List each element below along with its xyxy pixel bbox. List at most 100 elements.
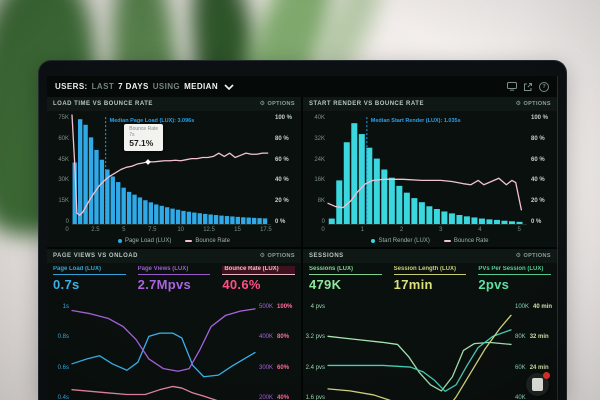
share-icon[interactable] (523, 82, 533, 92)
legend-item[interactable]: Page Load (LUX) (117, 238, 171, 244)
median-annotation: Median Start Render (LUX): 1.035s (370, 118, 461, 125)
axis-tick: 5 (517, 227, 521, 233)
metric-value: 2.7Mpvs (137, 277, 192, 292)
axis-tick: 1 (360, 227, 364, 233)
gear-icon: ⚙ (259, 253, 266, 259)
axis-tick: 30K (58, 177, 69, 184)
options-label: OPTIONS (523, 253, 551, 259)
histogram-bars (72, 119, 268, 224)
axis-tick: 15 (234, 227, 241, 233)
page_views_onload-svg (72, 304, 255, 400)
filter-dropdown[interactable]: USERS: LAST 7 DAYS USING MEDIAN (55, 82, 234, 91)
y-axis-left: 1s 0.8s 0.6s 0.4s (47, 304, 72, 400)
metric-label: Session Length (LUX) (393, 266, 467, 275)
days-label: 7 DAYS (118, 82, 149, 91)
dashboard-screen: USERS: LAST 7 DAYS USING MEDIAN (47, 76, 558, 400)
axis-tick: 60K (515, 364, 526, 371)
legend-item[interactable]: Bounce Rate (443, 238, 489, 244)
series-line (72, 386, 255, 400)
axis-tick: 100 % (531, 115, 549, 121)
options-button[interactable]: ⚙ OPTIONS (516, 101, 551, 107)
axis-tick: 16K (314, 177, 325, 184)
panel-sessions: SESSIONS ⚙ OPTIONS Sessions (LUX) 479K S… (303, 249, 557, 400)
axis-tick: 4 (478, 227, 482, 233)
tooltip-value: 57.1% (129, 137, 154, 148)
axis-tick-pair: 300K 60% (259, 365, 301, 371)
axis-tick: 15K (58, 198, 69, 205)
axis-tick: 60 % (275, 156, 289, 163)
axis-tick: 100% (277, 304, 293, 310)
y-axis-right: 500K 100% 400K 80% 300K 60% 200K 40% (255, 304, 301, 400)
metric-value: 40.6% (222, 277, 261, 292)
chat-widget-button[interactable] (526, 372, 550, 396)
axis-tick: 24K (314, 156, 325, 163)
median-annotation: Median Page Load (LUX): 3.096s (109, 118, 195, 125)
load_time-body: 75K 60K 45K 30K 15K 0 Median Page Load (LUX): … (47, 111, 301, 225)
dot-swatch (117, 239, 122, 243)
series-line (328, 330, 511, 391)
metric-sessions: Sessions (LUX) 479K (303, 265, 388, 300)
metric-page-views: Page Views (LUX) 2.7Mpvs (132, 265, 217, 300)
axis-tick: 20 % (531, 198, 545, 205)
axis-tick: 32K (314, 135, 325, 142)
y-axis-right: 100 % 80 % 60 % 40 % 20 % 0 % (527, 115, 557, 225)
axis-tick-pair: 80K 32 min (515, 334, 557, 340)
start_render-plot: Median Start Render (LUX): 1.035s (328, 115, 527, 225)
axis-tick: 500K (259, 304, 274, 310)
axis-tick: 17.5 (260, 227, 272, 233)
axis-tick: 0 % (531, 218, 542, 225)
axis-tick: 40K (314, 115, 325, 121)
axis-tick: 12.5 (203, 227, 215, 233)
metric-value: 2pvs (478, 277, 510, 292)
page_views_onload-body: 1s 0.8s 0.6s 0.4s 500K 100% 400K 80% 300K 60% 200K… (47, 300, 301, 400)
legend-item[interactable]: Start Render (LUX) (371, 238, 430, 244)
chart-legend: Start Render (LUX) Bounce Rate (303, 235, 557, 247)
axis-tick: 10 (177, 227, 184, 233)
tooltip-sub: 7s (129, 131, 135, 138)
y-axis-left: 40K 32K 24K 16K 8K 0 (303, 115, 328, 225)
metrics-row: Sessions (LUX) 479K Session Length (LUX)… (303, 263, 557, 300)
axis-tick-pair: 200K 40% (259, 395, 301, 400)
legend-item[interactable]: Bounce Rate (185, 238, 230, 244)
axis-tick: 2 (399, 227, 404, 233)
axis-tick: 100K (515, 304, 530, 310)
axis-tick-pair: 100K 40 min (515, 304, 557, 310)
panel-page-views: PAGE VIEWS VS ONLOAD ⚙ OPTIONS Page Load… (47, 249, 301, 400)
axis-tick: 0.8s (57, 334, 69, 341)
series-line (328, 315, 511, 400)
axis-tick: 0 (321, 227, 325, 233)
help-icon[interactable]: ? (539, 81, 549, 92)
options-button[interactable]: ⚙ OPTIONS (516, 253, 551, 259)
metric-label: Page Views (LUX) (137, 266, 211, 275)
start-render-chart: 40K 32K 24K 16K 8K 0 Median Start Render (LUX)… (303, 111, 557, 247)
panel-title: SESSIONS (309, 253, 344, 259)
load_time-svg (72, 115, 271, 224)
metric-value: 479K (309, 277, 342, 292)
axis-tick-pair: 400K 80% (259, 334, 301, 340)
axis-tick-pair: 60K 24 min (515, 365, 557, 371)
metric-page-load: Page Load (LUX) 0.7s (47, 265, 132, 300)
x-axis: 0 2.5 5 7.5 10 12.5 15 17.5 (65, 226, 275, 235)
series-line (72, 309, 255, 371)
options-button[interactable]: ⚙ OPTIONS (260, 253, 295, 259)
axis-tick: 0.4s (57, 394, 69, 400)
axis-tick: 5 (122, 227, 126, 233)
options-button[interactable]: ⚙ OPTIONS (260, 101, 295, 107)
options-label: OPTIONS (267, 253, 295, 259)
legend-label: Start Render (LUX) (378, 238, 430, 244)
topbar-icons: ? (507, 81, 549, 92)
chart-legend: Page Load (LUX) Bounce Rate (47, 235, 301, 247)
panel-title: PAGE VIEWS VS ONLOAD (53, 253, 138, 259)
display-icon[interactable] (507, 82, 517, 91)
start_render-svg (328, 115, 527, 224)
chevron-down-icon[interactable] (224, 83, 234, 90)
axis-tick: 0 (321, 218, 325, 225)
axis-tick-pair: 500K 100% (259, 304, 301, 310)
axis-tick-pair: 40K (515, 395, 557, 400)
axis-tick: 2.4 pvs (305, 364, 325, 371)
metric-label: Page Load (LUX) (53, 266, 126, 275)
axis-tick: 45K (58, 156, 69, 163)
x-axis: 0 1 2 3 4 5 (321, 226, 531, 235)
axis-tick: 75K (58, 115, 69, 121)
metric-value: 17min (393, 277, 433, 292)
